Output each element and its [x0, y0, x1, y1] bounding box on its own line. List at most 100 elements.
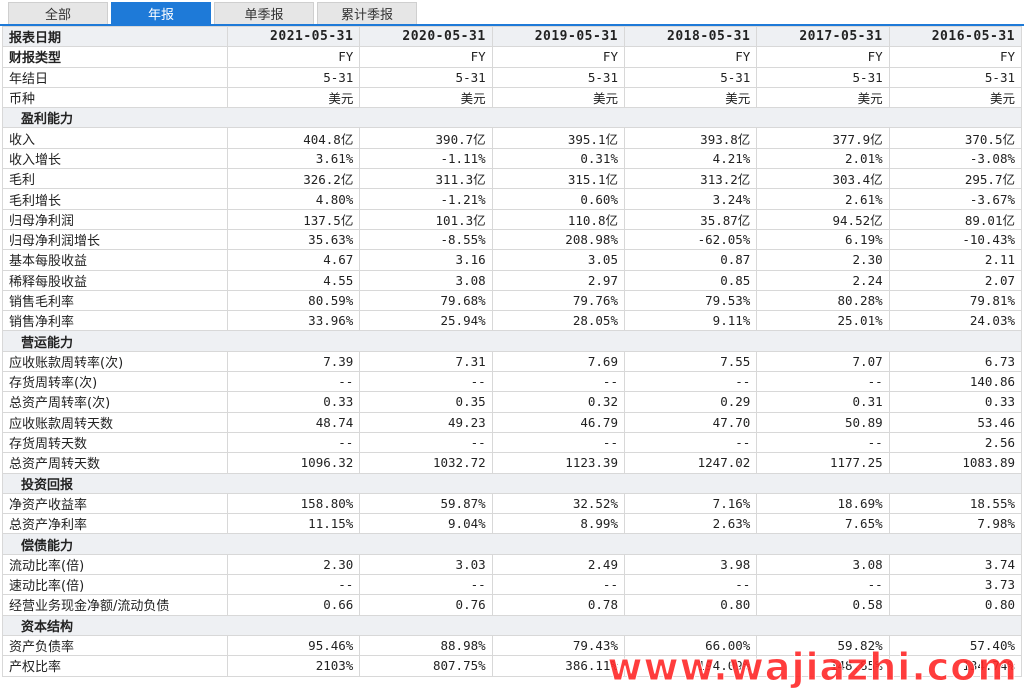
report-period-tabs: 全部 年报 单季报 累计季报	[0, 0, 1024, 26]
row-label: 归母净利润增长	[2, 228, 228, 251]
row-label: 经营业务现金净额/流动负债	[2, 594, 228, 616]
row-value: 101.3亿	[359, 208, 493, 230]
row-value: 303.4亿	[756, 168, 890, 190]
row-value: 53.46	[888, 411, 1023, 433]
row-label: 毛利	[2, 168, 228, 190]
row-label: 年结日	[2, 66, 228, 88]
row-value: 0.29	[623, 391, 758, 413]
row-value: 7.98%	[888, 513, 1023, 535]
row-value: 404.8亿	[226, 127, 361, 149]
row-value: 50.89	[756, 411, 890, 433]
table-row: 收入增长 3.61% -1.11% 0.31% 4.21% 2.01% -3.08%	[2, 147, 1023, 170]
row-value: 美元	[359, 86, 493, 109]
table-row: 币种 美元 美元 美元 美元 美元 美元	[2, 86, 1023, 109]
row-value: 0.33	[888, 391, 1023, 413]
row-value: 140.86	[888, 371, 1023, 393]
row-value: 0.87	[623, 249, 758, 271]
row-value: 0.33	[226, 391, 361, 413]
table-row: 净资产收益率 158.80% 59.87% 32.52% 7.16% 18.69% 18.5…	[2, 492, 1023, 515]
row-value: 80.28%	[756, 289, 890, 312]
table-row: 归母净利润 137.5亿 101.3亿 110.8亿 35.87亿 94.52亿 89.01…	[2, 208, 1023, 230]
header-date: 2016-05-31	[888, 25, 1023, 48]
row-value: 95.46%	[226, 634, 361, 657]
row-value: 313.2亿	[623, 168, 758, 190]
row-value: 3.08	[756, 553, 890, 576]
row-value: 1177.25	[756, 452, 890, 474]
row-label: 应收账款周转天数	[2, 411, 228, 433]
row-value: 47.70	[623, 411, 758, 433]
row-value: 4.80%	[226, 188, 361, 210]
table-row: 存货周转天数 -- -- -- -- -- 2.56	[2, 431, 1023, 454]
tab-1[interactable]: 年报	[111, 2, 211, 24]
tab-2[interactable]: 单季报	[214, 2, 314, 24]
row-label: 销售毛利率	[2, 289, 228, 312]
tab-3[interactable]: 累计季报	[317, 2, 417, 24]
row-value: 0.66	[226, 594, 361, 616]
row-value: 0.85	[623, 269, 758, 291]
table-row: 经营业务现金净额/流动负债 0.66 0.76 0.78 0.80 0.58 0.80	[2, 594, 1023, 616]
header-label: 报表日期	[2, 25, 228, 48]
row-value: 7.39	[226, 350, 361, 373]
row-value: -1.11%	[359, 147, 493, 170]
row-value: 4.21%	[623, 147, 758, 170]
row-value: 2.11	[888, 249, 1023, 271]
row-value: 5-31	[359, 66, 493, 88]
row-value: 3.74	[888, 553, 1023, 576]
row-label: 总资产净利率	[2, 513, 228, 535]
header-date: 2018-05-31	[623, 25, 758, 48]
row-value: 59.87%	[359, 492, 493, 515]
row-value: FY	[756, 46, 890, 68]
header-date: 2019-05-31	[491, 25, 625, 48]
financial-indicators-table: 报表日期 2021-05-31 2020-05-31 2019-05-31 2018-…	[2, 25, 1023, 677]
row-value: 158.80%	[226, 492, 361, 515]
row-value: 395.1亿	[491, 127, 625, 149]
row-value: 57.40%	[888, 634, 1023, 657]
row-value: FY	[359, 46, 493, 68]
table-row: 归母净利润增长 35.63% -8.55% 208.98% -62.05% 6.19% -1…	[2, 228, 1023, 251]
header-date: 2020-05-31	[359, 25, 493, 48]
row-value: 美元	[756, 86, 890, 109]
row-value: 0.80	[623, 594, 758, 616]
row-value: 315.1亿	[491, 168, 625, 190]
row-value: 377.9亿	[756, 127, 890, 149]
row-value: 79.81%	[888, 289, 1023, 312]
row-value: 0.31	[756, 391, 890, 413]
row-label: 净资产收益率	[2, 492, 228, 515]
row-value: 35.63%	[226, 228, 361, 251]
row-value: 0.32	[491, 391, 625, 413]
row-value: 5-31	[491, 66, 625, 88]
row-value: 8.99%	[491, 513, 625, 535]
row-value: 2.61%	[756, 188, 890, 210]
row-value: --	[491, 574, 625, 596]
row-value: 66.00%	[623, 634, 758, 657]
row-value: 美元	[888, 86, 1023, 109]
section-title: 偿债能力	[2, 533, 1022, 555]
row-value: 3.98	[623, 553, 758, 576]
row-value: 326.2亿	[226, 168, 361, 190]
table-row: 收入 404.8亿 390.7亿 395.1亿 393.8亿 377.9亿 370.5亿	[2, 127, 1023, 149]
table-row: 流动比率(倍) 2.30 3.03 2.49 3.98 3.08 3.74	[2, 553, 1023, 576]
table-row: 财报类型 FY FY FY FY FY FY	[2, 46, 1023, 68]
row-value: 32.52%	[491, 492, 625, 515]
row-value: 370.5亿	[888, 127, 1023, 149]
row-value: 美元	[226, 86, 361, 109]
row-value: 7.69	[491, 350, 625, 373]
tab-0[interactable]: 全部	[8, 2, 108, 24]
row-value: 1096.32	[226, 452, 361, 474]
row-value: 24.03%	[888, 310, 1023, 332]
section-title: 资本结构	[2, 614, 1022, 636]
row-value: 5-31	[226, 66, 361, 88]
row-value: --	[359, 431, 493, 454]
row-value: 194.09%	[623, 655, 758, 677]
row-value: 0.58	[756, 594, 890, 616]
row-value: 33.96%	[226, 310, 361, 332]
row-value: 18.69%	[756, 492, 890, 515]
row-label: 总资产周转率(次)	[2, 391, 228, 413]
row-label: 应收账款周转率(次)	[2, 350, 228, 373]
row-label: 存货周转率(次)	[2, 371, 228, 393]
row-value: 美元	[491, 86, 625, 109]
row-value: --	[623, 431, 758, 454]
table-row: 应收账款周转率(次) 7.39 7.31 7.69 7.55 7.07 6.73	[2, 350, 1023, 373]
row-value: 0.35	[359, 391, 493, 413]
row-label: 流动比率(倍)	[2, 553, 228, 576]
